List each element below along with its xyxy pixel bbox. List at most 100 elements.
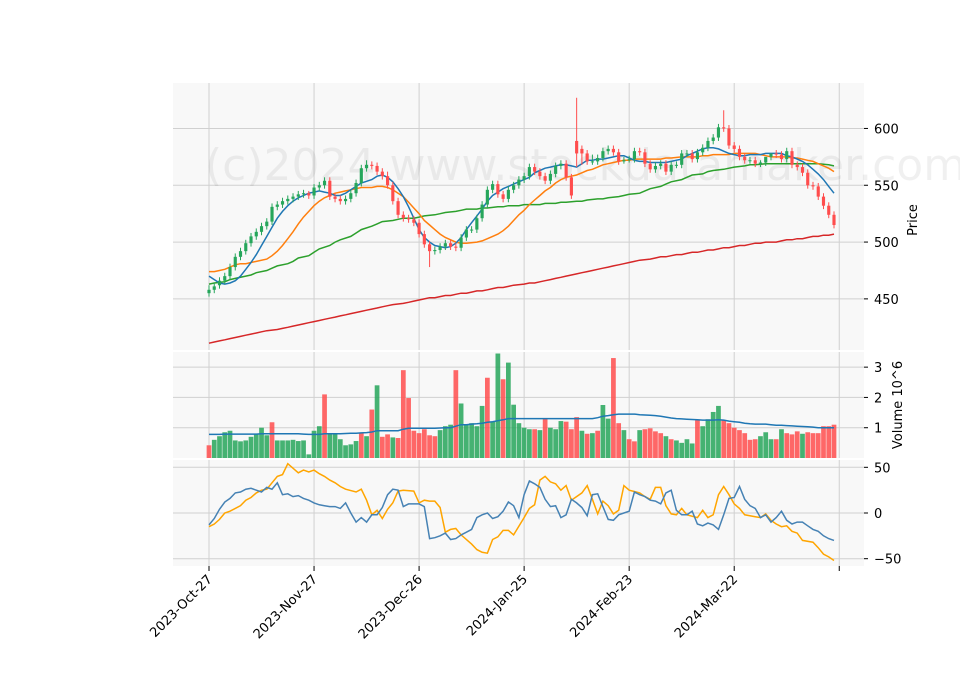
volume-bar [311, 430, 317, 458]
volume-bar [395, 438, 401, 458]
candle-body [491, 184, 495, 190]
volume-bar [364, 436, 369, 458]
volume-bar [217, 436, 222, 458]
candle-body [548, 173, 552, 181]
candle-body [364, 164, 369, 169]
volume-bar [658, 433, 664, 458]
candle-body [228, 267, 232, 277]
candle-body [785, 151, 789, 160]
volume-bar [521, 427, 527, 458]
volume-bar [369, 409, 375, 458]
volume-bar [285, 440, 291, 458]
volume-bar [484, 377, 490, 458]
candle-body [207, 289, 211, 294]
volume-bar [516, 423, 522, 458]
candle-body [259, 226, 264, 232]
volume-bar [616, 423, 622, 458]
volume-bar [243, 440, 249, 458]
candle-body [338, 198, 342, 202]
candle-body [527, 167, 531, 177]
volume-bar [737, 430, 742, 458]
volume-bar [831, 424, 837, 458]
volume-bar [542, 418, 548, 458]
candle-body [291, 196, 295, 199]
volume-bar [253, 434, 259, 458]
volume-bar [794, 431, 800, 458]
candle-body [270, 206, 274, 222]
volume-bar [605, 418, 611, 458]
candle-body [238, 251, 243, 257]
candle-body [685, 153, 689, 155]
candle-body [743, 156, 747, 161]
volume-bar [773, 439, 779, 458]
candle-body [470, 229, 474, 231]
volume-bar [695, 420, 700, 458]
volume-bar [316, 426, 322, 458]
volume-bar [437, 430, 443, 458]
price-panel-background [173, 83, 864, 350]
candle-body [590, 161, 594, 163]
volume-bar [710, 411, 716, 458]
candle-body [779, 154, 784, 160]
volume-bar [259, 427, 264, 458]
candle-body [275, 204, 279, 207]
volume-bar [789, 434, 795, 458]
candle-body [680, 153, 684, 165]
x-tick-label: 2023-Dec-26 [356, 572, 426, 642]
volume-bar [569, 429, 574, 458]
candle-body [480, 204, 484, 219]
volume-bar [768, 439, 774, 458]
volume-bar [348, 444, 354, 458]
candle-body [816, 186, 820, 197]
volume-bar [416, 433, 422, 458]
moving-average-blue-line [208, 147, 835, 285]
candle-body [716, 127, 721, 138]
volume-bar [553, 429, 559, 458]
candle-body [433, 250, 437, 252]
candle-body [485, 189, 489, 205]
candle-body [370, 164, 374, 166]
candle-body [622, 160, 626, 162]
candle-body [732, 145, 736, 149]
volume-bar [647, 428, 653, 458]
volume-bar [537, 430, 543, 458]
volume-panel [206, 353, 837, 458]
x-tick-label: 2023-Nov-27 [251, 572, 321, 642]
volume-bar [821, 426, 826, 458]
volume-bar [506, 362, 511, 458]
candle-body [606, 148, 610, 152]
volume-bar [800, 433, 805, 458]
candle-body [328, 180, 332, 197]
volume-bar [353, 441, 359, 458]
volume-bar [238, 441, 243, 458]
oscillator-tick-label: 50 [874, 461, 891, 476]
candle-body [711, 137, 715, 141]
volume-bar [306, 454, 312, 458]
candle-body [827, 205, 831, 215]
volume-bar [280, 440, 285, 458]
candle-body [359, 168, 363, 183]
candle-body [806, 172, 810, 186]
volume-bar [343, 445, 348, 458]
volume-bar [642, 429, 648, 458]
volume-bar [721, 420, 727, 458]
volume-bar [322, 394, 327, 458]
candle-body [690, 153, 694, 160]
candle-body [396, 201, 400, 215]
volume-bar [269, 422, 275, 458]
candle-body [212, 286, 216, 290]
volume-bar [390, 437, 396, 458]
candle-body [422, 234, 426, 245]
candle-body [312, 187, 316, 196]
volume-bar [511, 404, 516, 458]
candle-body [585, 153, 589, 162]
candle-body [517, 179, 521, 186]
volume-bar [779, 429, 784, 458]
candle-body [428, 244, 432, 252]
candle-body [737, 148, 742, 157]
x-tick-label: 2024-Mar-22 [672, 572, 741, 641]
candle-body [706, 140, 710, 148]
volume-bar [784, 433, 790, 458]
volume-bar [689, 443, 695, 458]
